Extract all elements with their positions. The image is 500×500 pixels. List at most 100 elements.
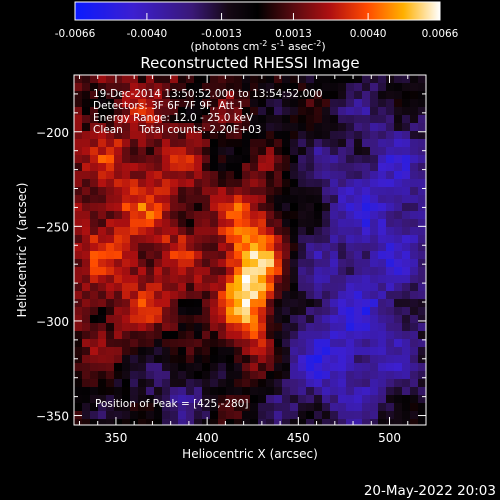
heatmap-cell — [290, 387, 299, 396]
heatmap-cell — [274, 99, 283, 108]
heatmap-cell — [378, 299, 387, 308]
heatmap-cell — [378, 251, 387, 260]
heatmap-cell — [90, 283, 99, 292]
heatmap-cell — [402, 123, 411, 132]
heatmap-cell — [362, 179, 371, 188]
heatmap-cell — [234, 331, 243, 340]
heatmap-cell — [290, 195, 299, 204]
heatmap-cell — [266, 251, 275, 260]
heatmap-cell — [354, 155, 363, 164]
heatmap-cell — [378, 363, 387, 372]
heatmap-cell — [410, 139, 419, 148]
heatmap-cell — [114, 147, 123, 156]
heatmap-cell — [194, 339, 203, 348]
heatmap-cell — [178, 283, 187, 292]
heatmap-cell — [402, 91, 411, 100]
heatmap-cell — [322, 227, 331, 236]
heatmap-cell — [74, 331, 83, 340]
heatmap-cell — [74, 243, 83, 252]
heatmap-cell — [90, 83, 99, 92]
heatmap-cell — [370, 115, 379, 124]
heatmap-cell — [354, 123, 363, 132]
heatmap-cell — [98, 75, 107, 84]
heatmap-cell — [402, 251, 411, 260]
heatmap-cell — [338, 339, 347, 348]
heatmap-cell — [170, 211, 179, 220]
heatmap-cell — [250, 107, 259, 116]
heatmap-cell — [106, 75, 115, 84]
heatmap-cell — [418, 115, 426, 124]
heatmap-cell — [338, 259, 347, 268]
heatmap-cell — [210, 163, 219, 172]
heatmap-cell — [82, 291, 91, 300]
heatmap-cell — [362, 203, 371, 212]
heatmap-cell — [146, 91, 155, 100]
heatmap-cell — [122, 251, 131, 260]
heatmap-cell — [106, 347, 115, 356]
heatmap-cell — [154, 107, 163, 116]
heatmap-cell — [386, 243, 395, 252]
heatmap-cell — [346, 363, 355, 372]
heatmap-cell — [274, 147, 283, 156]
heatmap-cell — [186, 227, 195, 236]
heatmap-cell — [226, 339, 235, 348]
heatmap-cell — [186, 147, 195, 156]
heatmap-cell — [226, 315, 235, 324]
heatmap-cell — [210, 339, 219, 348]
heatmap-cell — [282, 379, 291, 388]
heatmap-cell — [418, 347, 426, 356]
heatmap-cell — [354, 331, 363, 340]
heatmap-cell — [130, 91, 139, 100]
heatmap-cell — [402, 283, 411, 292]
heatmap-cell — [258, 395, 267, 404]
heatmap-cell — [234, 123, 243, 132]
heatmap-cell — [290, 363, 299, 372]
heatmap-cell — [210, 115, 219, 124]
heatmap-cell — [258, 243, 267, 252]
heatmap-cell — [290, 267, 299, 276]
heatmap-cell — [178, 179, 187, 188]
heatmap-cell — [90, 363, 99, 372]
heatmap-cell — [170, 323, 179, 332]
heatmap-cell — [314, 107, 323, 116]
heatmap-cell — [298, 395, 307, 404]
heatmap-cell — [226, 227, 235, 236]
heatmap-cell — [354, 219, 363, 228]
heatmap-cell — [130, 267, 139, 276]
heatmap-cell — [362, 283, 371, 292]
heatmap-cell — [394, 259, 403, 268]
heatmap-cell — [170, 171, 179, 180]
heatmap-cell — [322, 155, 331, 164]
heatmap-cell — [146, 107, 155, 116]
heatmap-cell — [362, 155, 371, 164]
heatmap-cell — [218, 331, 227, 340]
heatmap-cell — [290, 203, 299, 212]
heatmap-cell — [90, 251, 99, 260]
heatmap-cell — [306, 195, 315, 204]
heatmap-cell — [210, 387, 219, 396]
heatmap-cell — [274, 387, 283, 396]
heatmap-cell — [178, 115, 187, 124]
heatmap-cell — [218, 211, 227, 220]
heatmap-cell — [178, 347, 187, 356]
heatmap-cell — [386, 387, 395, 396]
heatmap-cell — [306, 91, 315, 100]
heatmap-cell — [186, 155, 195, 164]
heatmap-cell — [170, 219, 179, 228]
heatmap-cell — [162, 195, 171, 204]
heatmap-cell — [298, 147, 307, 156]
heatmap-cell — [250, 227, 259, 236]
heatmap-cell — [242, 235, 251, 244]
heatmap-cell — [410, 419, 419, 425]
heatmap-cell — [346, 387, 355, 396]
heatmap-cell — [122, 291, 131, 300]
heatmap-cell — [410, 355, 419, 364]
heatmap-cell — [402, 163, 411, 172]
heatmap-cell — [290, 235, 299, 244]
heatmap-cell — [186, 171, 195, 180]
heatmap-cell — [194, 275, 203, 284]
heatmap-cell — [250, 99, 259, 108]
heatmap-cell — [378, 403, 387, 412]
heatmap-cell — [394, 339, 403, 348]
heatmap-cell — [394, 171, 403, 180]
